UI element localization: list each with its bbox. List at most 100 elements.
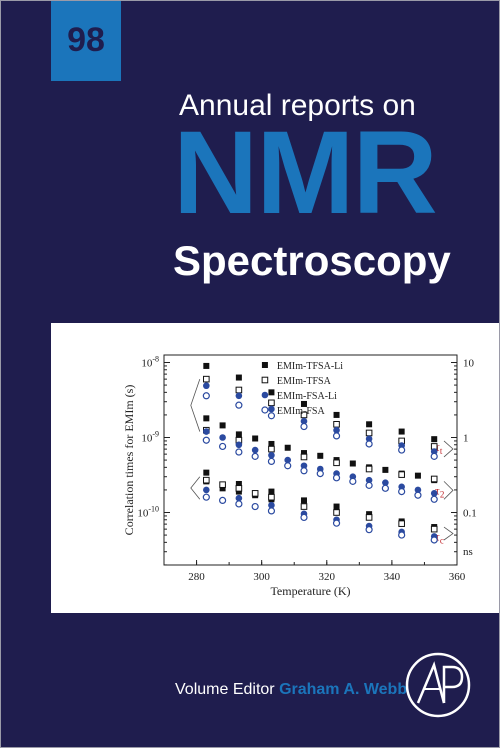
data-point — [414, 491, 422, 499]
data-point — [219, 481, 226, 488]
data-point — [219, 434, 226, 441]
data-point — [235, 480, 242, 487]
data-point — [202, 436, 210, 444]
right-bracket-tau-c — [443, 526, 454, 541]
data-point — [365, 429, 373, 437]
data-point — [268, 405, 275, 413]
data-point — [430, 495, 438, 503]
data-point — [300, 422, 308, 431]
data-point — [268, 488, 275, 495]
x-tick-label: 300 — [253, 571, 270, 583]
right-axis-label: 10 — [463, 358, 475, 370]
legend-label: EMIm-FSA-Li — [277, 391, 337, 402]
y-axis-label: Correlation times for EMIm (s) — [122, 385, 136, 536]
data-point — [268, 440, 275, 447]
data-point — [203, 469, 210, 476]
data-point — [202, 392, 210, 400]
correlation-times-chart: 280 300 320 340 360 10-8 10-9 10-10 10 1 0.1 ns Temp… — [122, 354, 477, 598]
right-bracket-tau-t — [443, 440, 454, 458]
academic-press-logo-icon — [405, 652, 471, 718]
data-point — [203, 375, 210, 383]
data-point — [235, 500, 243, 508]
data-point — [202, 493, 210, 501]
data-point — [235, 431, 242, 438]
data-point — [300, 513, 308, 522]
data-point — [365, 435, 373, 443]
data-point — [365, 465, 373, 473]
data-point — [382, 466, 389, 473]
y-tick-label: 10-10 — [137, 505, 159, 520]
data-point — [235, 374, 242, 381]
left-bracket — [190, 476, 201, 500]
data-point — [235, 401, 243, 409]
data-point — [381, 484, 389, 492]
volume-number: 98 — [67, 21, 105, 59]
data-point — [365, 481, 373, 489]
x-tick-label: 320 — [319, 571, 336, 583]
volume-badge: 98 — [51, 1, 121, 81]
data-point — [235, 448, 243, 456]
data-point — [333, 509, 340, 516]
data-point — [300, 462, 308, 470]
data-point — [366, 421, 373, 428]
data-point — [414, 486, 422, 494]
y-tick-label: 10-8 — [141, 355, 159, 370]
data-point — [235, 386, 243, 394]
data-point — [267, 507, 276, 515]
data-point — [332, 432, 341, 440]
tau-label: τ2 — [435, 484, 444, 500]
data-point — [332, 474, 341, 482]
data-point — [398, 446, 406, 454]
title-nmr: NMR — [173, 107, 438, 239]
data-point — [398, 487, 406, 496]
y-tick-label: 10-9 — [141, 430, 159, 445]
data-point — [333, 503, 340, 510]
data-point — [365, 526, 373, 534]
right-bracket-tau-2 — [443, 481, 454, 500]
data-point — [398, 520, 405, 527]
data-point — [300, 417, 308, 425]
data-point — [268, 493, 275, 501]
data-point — [398, 428, 405, 435]
data-point — [284, 444, 291, 451]
legend-label: EMIm-FSA — [277, 406, 326, 417]
data-point — [365, 514, 373, 521]
data-point — [268, 501, 275, 509]
data-point — [382, 479, 389, 486]
data-point — [203, 362, 210, 369]
data-point — [235, 494, 243, 502]
data-point — [203, 486, 210, 494]
data-point — [300, 450, 307, 457]
data-point — [203, 476, 210, 484]
data-point — [219, 485, 226, 492]
title-annual-reports: Annual reports on — [179, 89, 416, 122]
data-point — [300, 453, 308, 461]
x-tick-label: 360 — [449, 571, 466, 583]
data-point — [219, 496, 227, 504]
title-spectroscopy: Spectroscopy — [173, 237, 451, 284]
x-axis-label: Temperature (K) — [270, 584, 350, 598]
data-point — [365, 440, 373, 448]
data-point — [333, 411, 340, 418]
right-axis-label: 0.1 — [463, 508, 477, 520]
left-bracket — [190, 379, 201, 432]
data-point — [430, 452, 438, 460]
data-point — [300, 467, 308, 475]
data-point — [251, 490, 259, 497]
data-point — [430, 490, 438, 497]
legend-marker — [261, 391, 269, 399]
data-point — [251, 446, 259, 454]
right-axis-label: ns — [463, 546, 473, 558]
data-point — [284, 462, 292, 470]
data-point — [398, 531, 406, 539]
cover-figure-panel: 280 300 320 340 360 10-8 10-9 10-10 10 1 0.1 ns Temp… — [51, 323, 499, 613]
data-point — [268, 389, 275, 396]
data-point — [219, 442, 227, 451]
legend-marker — [261, 406, 269, 414]
data-point — [333, 459, 340, 467]
data-point — [203, 415, 210, 422]
data-point — [430, 448, 438, 455]
data-point — [316, 470, 324, 478]
data-point — [267, 457, 276, 466]
